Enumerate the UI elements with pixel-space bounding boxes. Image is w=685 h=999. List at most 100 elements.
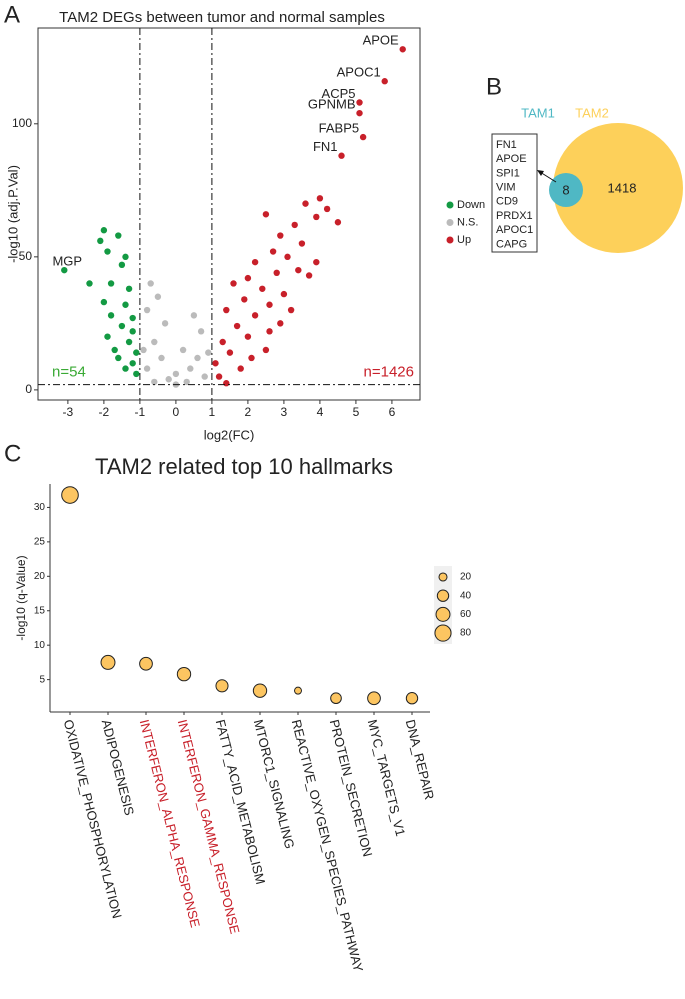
count-annotation: n=54 [52, 364, 86, 381]
point [359, 133, 367, 141]
point [122, 365, 129, 372]
point [230, 280, 237, 287]
x-tick-label: 5 [353, 405, 360, 419]
point [122, 301, 129, 308]
point [115, 354, 122, 362]
point [158, 354, 165, 362]
point [262, 211, 270, 218]
size-legend-label: 80 [460, 628, 472, 639]
x-axis-label: log2(FC) [204, 427, 255, 442]
x-tick-label: -3 [63, 405, 74, 419]
point [266, 328, 273, 335]
y-tick-label: 20 [34, 571, 46, 582]
legend-swatch [446, 201, 454, 209]
set-label: TAM1 [521, 105, 555, 120]
y-tick-label: 25 [34, 537, 46, 548]
gene-name: VIM [496, 182, 516, 194]
point [118, 261, 126, 269]
bubble [252, 683, 268, 698]
gene-name: CD9 [496, 196, 518, 208]
size-legend-label: 60 [460, 609, 472, 620]
point-label: MGP [52, 254, 82, 269]
x-tick-label: 6 [389, 405, 396, 419]
point [244, 274, 252, 282]
point [284, 253, 291, 261]
set-label: TAM2 [575, 105, 609, 120]
point [323, 205, 331, 213]
size-legend-bubble [438, 572, 448, 582]
point-label: ACP5 [322, 86, 356, 101]
x-tick-label: 4 [317, 405, 324, 419]
point [226, 349, 234, 356]
bubble [100, 654, 116, 670]
point [251, 312, 259, 319]
point [219, 338, 226, 346]
y-tick-label: 0 [25, 382, 32, 396]
point [133, 370, 140, 378]
point [97, 237, 104, 245]
point [305, 272, 313, 279]
point [151, 338, 158, 346]
point [161, 320, 169, 327]
point [287, 306, 295, 314]
point [187, 365, 194, 372]
point [241, 296, 248, 303]
point [129, 360, 136, 367]
count-annotation: n=1426 [364, 364, 414, 381]
gene-name: APOE [496, 153, 527, 165]
point [190, 312, 198, 319]
point [125, 338, 133, 346]
point [107, 280, 115, 287]
bubble [176, 666, 192, 682]
point [212, 360, 219, 367]
point [269, 248, 277, 255]
bubble [330, 692, 342, 705]
legend-label: N.S. [457, 216, 478, 228]
point [104, 333, 111, 340]
size-legend-label: 20 [460, 572, 472, 583]
y-tick-label: 10 [34, 640, 46, 651]
gene-box [491, 133, 538, 253]
arrow [539, 171, 557, 183]
y-tick-label: 5 [39, 674, 45, 685]
legend-label: Up [457, 234, 471, 246]
point [356, 99, 363, 106]
point [165, 376, 172, 383]
point [111, 346, 118, 354]
point [251, 258, 259, 266]
point [183, 378, 190, 386]
point [125, 285, 133, 292]
point [356, 109, 363, 117]
gene-name: PRDX1 [496, 210, 533, 222]
size-legend-bubble [434, 624, 452, 642]
point [277, 320, 284, 327]
point [233, 322, 241, 330]
point [154, 293, 162, 300]
point [295, 266, 302, 274]
point [316, 195, 324, 202]
point [143, 306, 151, 314]
point [223, 306, 230, 314]
point-label: FABP5 [319, 121, 359, 136]
point [129, 314, 136, 322]
point [313, 213, 320, 221]
legend-swatch [446, 236, 454, 244]
y-axis-label: -log10 (adj.P.Val) [5, 165, 20, 263]
point [151, 378, 158, 386]
bubble [215, 679, 229, 693]
point [140, 346, 147, 354]
point-label: GPNMB [308, 97, 356, 112]
size-legend-bg [434, 566, 452, 644]
point [338, 152, 345, 159]
point [100, 227, 108, 234]
point [143, 365, 151, 372]
size-legend-bubble [436, 589, 450, 602]
point [172, 370, 180, 378]
point [248, 354, 255, 362]
y-tick-label: 15 [34, 605, 46, 616]
point [302, 200, 309, 207]
set-circle [553, 123, 683, 253]
set-circle [549, 173, 583, 207]
point-label: APOC1 [337, 65, 381, 80]
